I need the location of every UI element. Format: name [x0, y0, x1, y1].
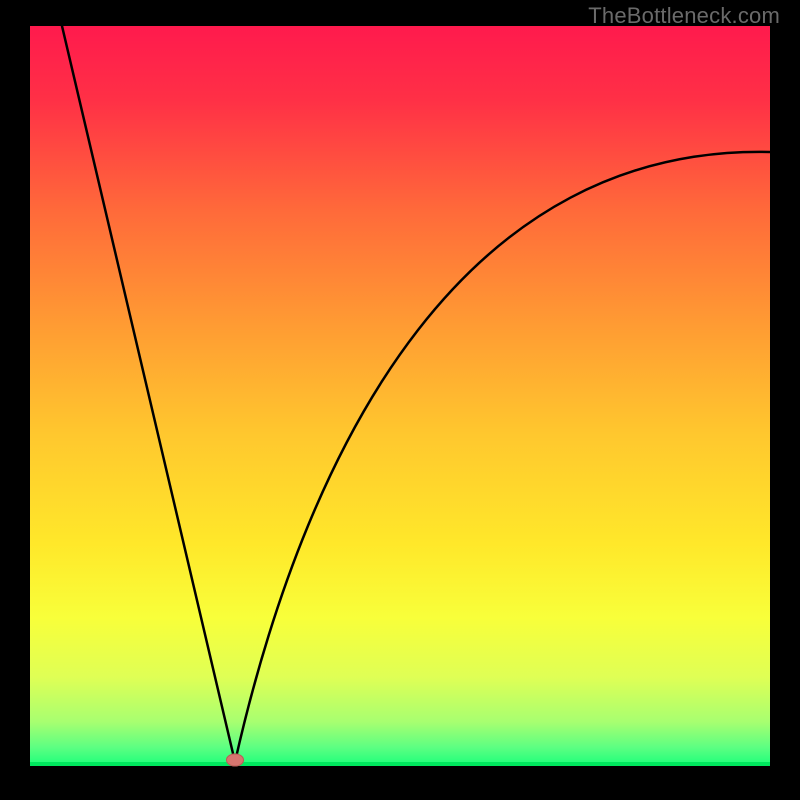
chart-stage: TheBottleneck.com — [0, 0, 800, 800]
watermark-label: TheBottleneck.com — [588, 3, 780, 29]
minimum-marker — [226, 754, 244, 767]
plot-area — [30, 26, 770, 766]
bottleneck-curve — [30, 26, 770, 766]
